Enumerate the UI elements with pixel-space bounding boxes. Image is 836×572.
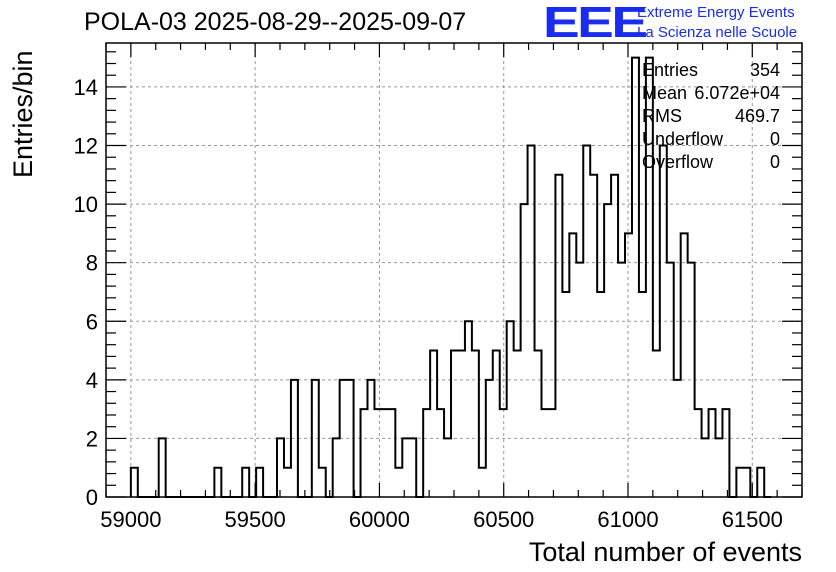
histogram-bin xyxy=(757,468,764,497)
histogram-bin xyxy=(604,204,611,497)
histogram-bin xyxy=(493,351,500,497)
histogram-bin xyxy=(639,292,646,497)
histogram-bin xyxy=(590,175,597,497)
x-tick-label: 59000 xyxy=(100,507,161,532)
histogram-bin xyxy=(402,438,409,497)
histogram-bin xyxy=(653,351,660,497)
stat-label: Underflow xyxy=(642,129,724,149)
x-tick-label: 61500 xyxy=(722,507,783,532)
histogram-bin xyxy=(437,409,444,497)
y-tick-label: 8 xyxy=(86,251,98,276)
histogram-bin xyxy=(715,438,722,497)
histogram-bin xyxy=(361,409,368,497)
histogram-bin xyxy=(479,468,486,497)
stat-row-rms: RMS 469.7 xyxy=(642,106,780,129)
histogram-bin xyxy=(695,409,702,497)
chart-title: POLA-03 2025-08-29--2025-09-07 xyxy=(84,8,467,36)
histogram-bin xyxy=(423,409,430,497)
histogram-bin xyxy=(430,351,437,497)
y-axis-label: Entries/bin xyxy=(8,50,38,178)
histogram-bin xyxy=(333,438,340,497)
histogram-bin xyxy=(451,351,458,497)
histogram-bin xyxy=(555,175,562,497)
stat-value: 469.7 xyxy=(734,106,780,126)
histogram-bin xyxy=(743,468,750,497)
histogram-bin xyxy=(214,468,221,497)
eee-logo-text: Extreme Energy Events La Scienza nelle S… xyxy=(637,3,797,43)
histogram-outline xyxy=(129,56,772,498)
logo-line-2: La Scienza nelle Scuole xyxy=(637,24,798,41)
x-tick-label: 59500 xyxy=(225,507,286,532)
histogram-bin xyxy=(681,233,688,497)
histogram-bin xyxy=(256,468,263,497)
histogram-bin xyxy=(569,233,576,497)
histogram-bin xyxy=(507,321,514,497)
histogram-bin xyxy=(521,204,528,497)
y-tick-label: 6 xyxy=(86,309,98,334)
stat-label: Mean xyxy=(642,83,688,103)
histogram-bin xyxy=(242,468,249,497)
histogram-bin xyxy=(381,409,388,497)
stat-row-overflow: Overflow 0 xyxy=(642,152,780,175)
histogram-bin xyxy=(632,58,639,497)
histogram-bin xyxy=(597,292,604,497)
y-tick-label: 4 xyxy=(86,368,98,393)
stat-value: 0 xyxy=(769,129,780,149)
y-tick-label: 12 xyxy=(74,134,98,159)
x-tick-label: 60500 xyxy=(473,507,534,532)
histogram-bin xyxy=(709,409,716,497)
stat-value: 0 xyxy=(769,152,780,172)
histogram-bin xyxy=(722,409,729,497)
histogram-bin xyxy=(409,438,416,497)
grid-lines xyxy=(106,43,802,497)
y-tick-label: 14 xyxy=(74,75,98,100)
histogram-bin xyxy=(702,438,709,497)
y-tick-label: 10 xyxy=(74,192,98,217)
y-tick-label: 0 xyxy=(86,485,98,510)
stat-value: 354 xyxy=(749,60,780,80)
stat-row-underflow: Underflow 0 xyxy=(642,129,780,152)
histogram-bin xyxy=(458,351,465,497)
histogram-bin xyxy=(444,438,451,497)
histogram-bin xyxy=(284,468,291,497)
histogram-bin xyxy=(736,468,743,497)
histogram-bin xyxy=(131,468,138,497)
histogram-bin xyxy=(277,438,284,497)
histogram-bin xyxy=(374,409,381,497)
histogram-bin xyxy=(541,409,548,497)
stat-row-mean: Mean 6.072e+04 xyxy=(642,83,780,106)
histogram-bin xyxy=(548,409,555,497)
histogram-bin xyxy=(159,438,166,497)
histogram-bin xyxy=(535,351,542,497)
histogram-bin xyxy=(388,409,395,497)
x-tick-label: 61000 xyxy=(597,507,658,532)
stat-label: RMS xyxy=(642,106,682,126)
histogram-bin xyxy=(514,351,521,497)
x-axis: 59000 59500 60000 60500 61000 61500 xyxy=(100,43,803,532)
logo-line-1: Extreme Energy Events xyxy=(637,4,795,21)
stat-value: 6.072e+04 xyxy=(694,83,780,103)
stat-label: Entries xyxy=(642,60,699,80)
histogram-bin xyxy=(465,321,472,497)
histogram-bin xyxy=(319,468,326,497)
eee-logo-mark: EEE xyxy=(543,0,648,47)
histogram-bin xyxy=(611,175,618,497)
stats-box: Entries 354 Mean 6.072e+04 RMS 469.7 Und… xyxy=(642,60,780,175)
stat-label: Overflow xyxy=(642,152,714,172)
histogram-series xyxy=(129,56,772,498)
y-axis: 0 2 4 6 8 10 12 14 xyxy=(74,51,802,510)
x-axis-label: Total number of events xyxy=(528,537,802,567)
y-tick-label: 2 xyxy=(86,426,98,451)
histogram-bin xyxy=(472,351,479,497)
histogram-bin xyxy=(562,292,569,497)
x-tick-label: 60000 xyxy=(349,507,410,532)
histogram-bin xyxy=(395,468,402,497)
stat-row-entries: Entries 354 xyxy=(642,60,780,83)
